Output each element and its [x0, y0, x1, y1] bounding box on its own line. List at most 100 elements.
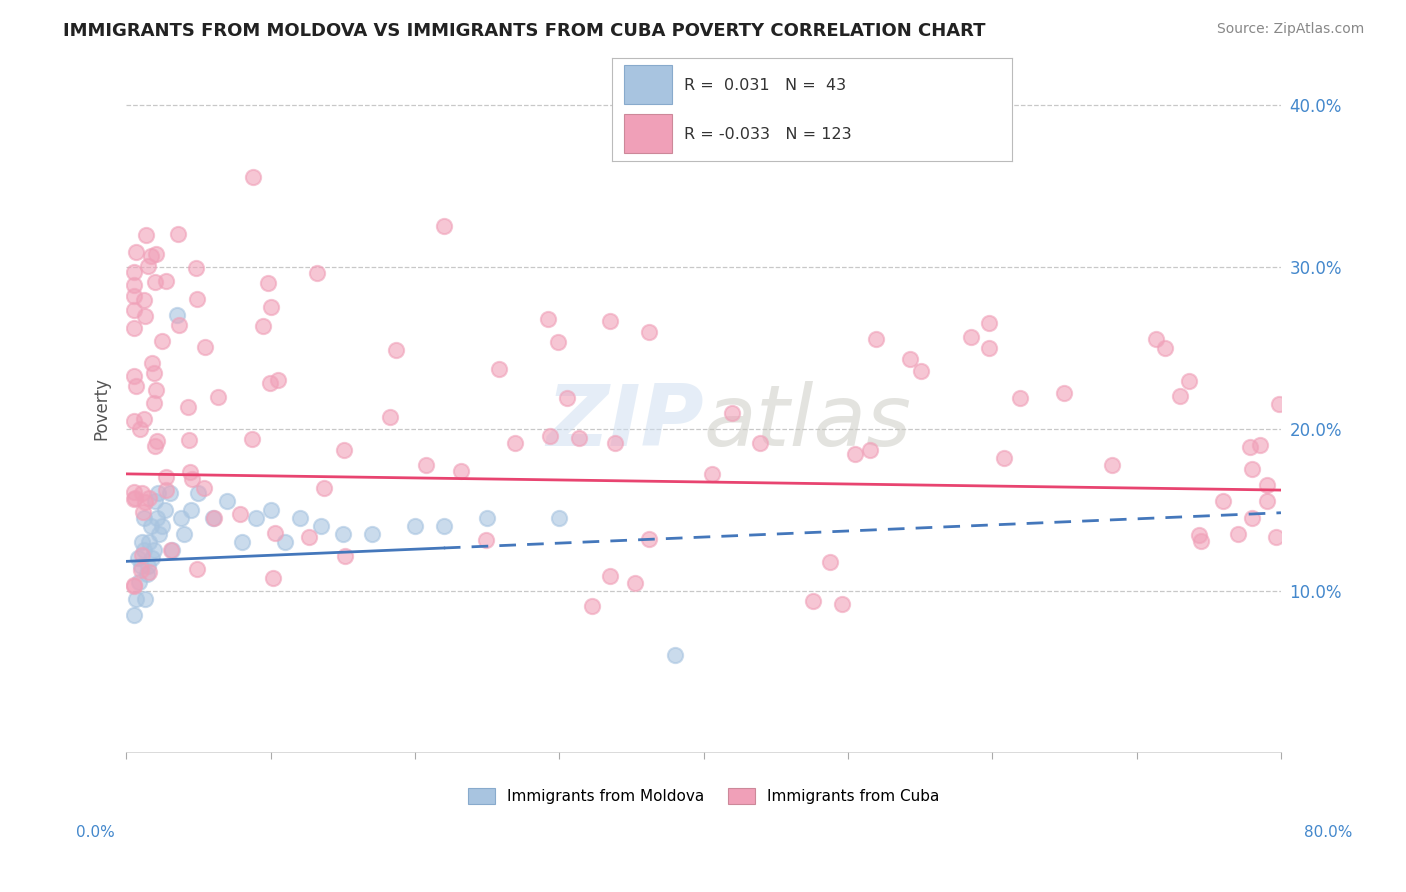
- Point: [162, 543, 184, 558]
- Point: [1226, 526, 1249, 541]
- Point: [242, 170, 264, 185]
- Text: ZIP: ZIP: [546, 381, 703, 464]
- Point: [433, 518, 456, 533]
- Point: [259, 376, 281, 390]
- Point: [131, 486, 153, 500]
- Point: [378, 409, 401, 424]
- Point: [129, 563, 152, 577]
- Point: [260, 300, 283, 314]
- Point: [1189, 533, 1212, 548]
- Point: [1053, 386, 1076, 401]
- Point: [135, 567, 157, 582]
- Point: [229, 508, 252, 522]
- Point: [129, 422, 152, 436]
- Point: [138, 491, 160, 505]
- Point: [132, 510, 155, 524]
- Point: [136, 260, 159, 274]
- Point: [181, 472, 204, 486]
- Point: [141, 356, 163, 370]
- Point: [1239, 440, 1261, 454]
- Point: [122, 579, 145, 593]
- Point: [134, 495, 156, 509]
- Point: [274, 535, 297, 549]
- Point: [599, 314, 621, 328]
- Point: [132, 543, 155, 558]
- Point: [309, 518, 332, 533]
- Point: [124, 379, 146, 393]
- Point: [148, 526, 170, 541]
- Point: [1144, 332, 1167, 346]
- Point: [859, 443, 882, 458]
- Bar: [624, 65, 672, 104]
- Point: [155, 274, 177, 288]
- Point: [122, 369, 145, 384]
- Point: [125, 245, 148, 260]
- Point: [288, 510, 311, 524]
- Point: [624, 576, 647, 591]
- Point: [173, 526, 195, 541]
- Point: [1178, 374, 1201, 388]
- Point: [801, 593, 824, 607]
- Point: [138, 565, 160, 579]
- Point: [1256, 494, 1278, 508]
- Point: [186, 292, 208, 306]
- Point: [1264, 530, 1286, 544]
- Point: [702, 467, 724, 482]
- Point: [1154, 341, 1177, 355]
- Point: [155, 502, 177, 516]
- Point: [122, 277, 145, 292]
- Point: [1008, 391, 1031, 405]
- Point: [143, 275, 166, 289]
- Point: [298, 529, 321, 543]
- Point: [159, 486, 181, 500]
- Point: [136, 559, 159, 574]
- Point: [266, 373, 288, 387]
- Point: [537, 311, 560, 326]
- Point: [167, 318, 190, 332]
- Point: [720, 405, 742, 419]
- Point: [135, 227, 157, 242]
- Point: [1187, 528, 1209, 542]
- Point: [187, 486, 209, 500]
- Point: [664, 648, 686, 663]
- Point: [150, 334, 173, 348]
- Point: [637, 325, 659, 339]
- Point: [977, 341, 1000, 355]
- Point: [404, 518, 426, 533]
- Point: [384, 343, 406, 358]
- Point: [122, 289, 145, 303]
- Point: [231, 535, 253, 549]
- Point: [139, 249, 162, 263]
- Point: [134, 309, 156, 323]
- Point: [150, 518, 173, 533]
- Point: [166, 308, 188, 322]
- Point: [142, 543, 165, 558]
- Point: [547, 335, 569, 350]
- Point: [581, 599, 603, 614]
- Text: Source: ZipAtlas.com: Source: ZipAtlas.com: [1216, 22, 1364, 37]
- Point: [202, 511, 225, 525]
- Text: 80.0%: 80.0%: [1305, 825, 1353, 839]
- Point: [128, 575, 150, 590]
- Point: [138, 535, 160, 549]
- Point: [748, 435, 770, 450]
- Point: [252, 318, 274, 333]
- Point: [122, 303, 145, 318]
- Point: [122, 265, 145, 279]
- Point: [132, 505, 155, 519]
- Point: [548, 510, 571, 524]
- Point: [131, 548, 153, 562]
- Point: [184, 261, 207, 276]
- Point: [475, 510, 498, 524]
- Point: [264, 526, 287, 541]
- Point: [240, 432, 263, 446]
- Point: [131, 535, 153, 549]
- Point: [488, 362, 510, 376]
- Point: [139, 518, 162, 533]
- Point: [180, 502, 202, 516]
- Point: [132, 412, 155, 426]
- Point: [127, 551, 149, 566]
- Point: [143, 396, 166, 410]
- Point: [122, 484, 145, 499]
- Text: IMMIGRANTS FROM MOLDOVA VS IMMIGRANTS FROM CUBA POVERTY CORRELATION CHART: IMMIGRANTS FROM MOLDOVA VS IMMIGRANTS FR…: [63, 22, 986, 40]
